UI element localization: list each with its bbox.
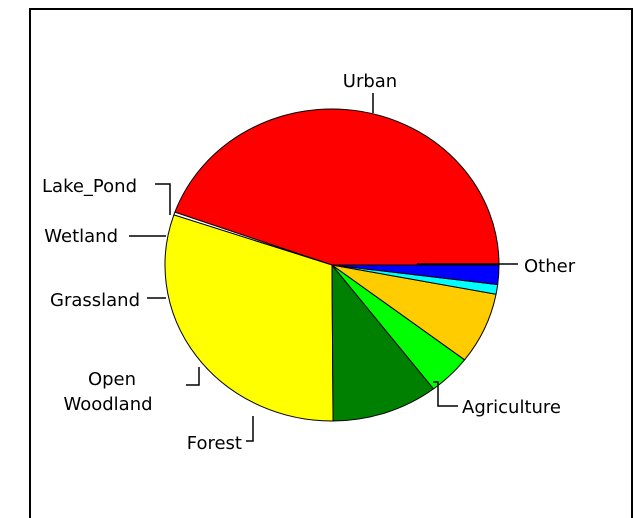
pie-slice-urban	[174, 108, 500, 266]
slice-label-other: Other	[524, 256, 576, 277]
slice-label-lake-pond: Lake_Pond	[42, 176, 137, 197]
pie-slice-lake-pond	[331, 264, 500, 286]
leader-line-forest	[246, 416, 254, 442]
leader-line-agriculture	[433, 381, 458, 407]
slice-label-grassland: Grassland	[50, 290, 140, 311]
leader-line-open-woodland	[186, 367, 200, 386]
slice-label-agriculture: Agriculture	[462, 397, 561, 418]
pie-slices	[164, 108, 500, 422]
slice-label-open-woodland-line1: Open	[88, 369, 136, 390]
slice-label-forest: Forest	[187, 433, 242, 454]
slice-label-wetland: Wetland	[44, 226, 118, 247]
leader-lines	[129, 93, 518, 442]
pie-slice-forest	[331, 263, 435, 422]
slice-label-open-woodland-line2: Woodland	[63, 394, 152, 415]
slice-label-urban: Urban	[343, 71, 397, 92]
plot-frame	[29, 8, 633, 518]
leader-line-lake-pond	[155, 183, 171, 215]
pie-slice-agriculture	[164, 214, 334, 422]
